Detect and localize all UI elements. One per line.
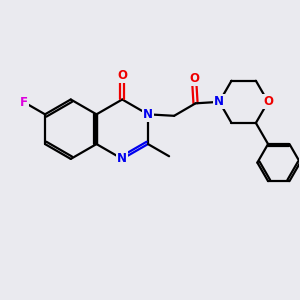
Text: N: N xyxy=(143,108,153,121)
Text: F: F xyxy=(20,96,28,109)
Text: O: O xyxy=(263,95,273,108)
Text: O: O xyxy=(117,69,127,82)
Text: N: N xyxy=(117,152,127,165)
Text: N: N xyxy=(214,95,224,108)
Text: O: O xyxy=(189,73,199,85)
